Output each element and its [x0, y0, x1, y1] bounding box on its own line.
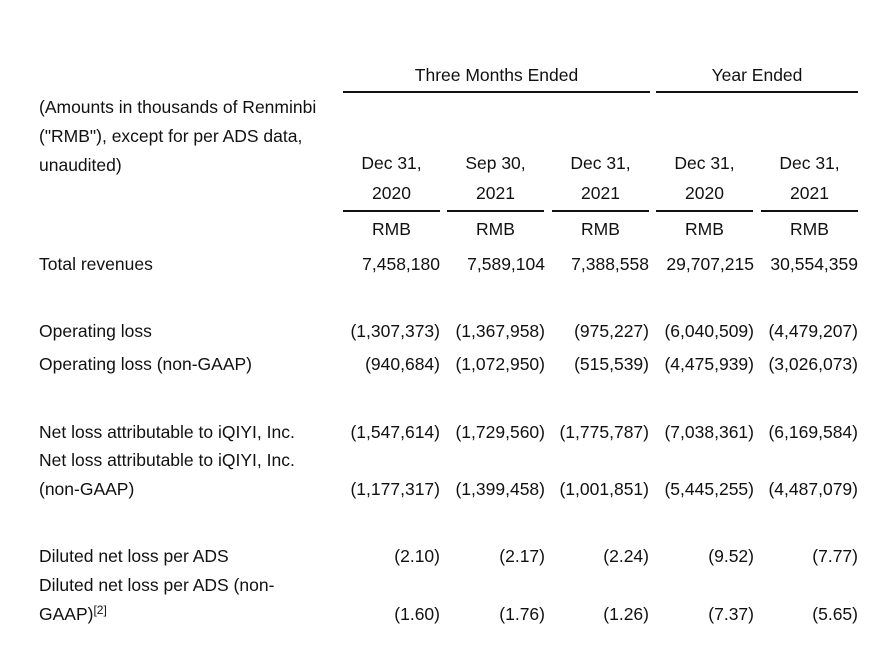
group-underline-three-months [343, 91, 650, 93]
row-label-line: (non-GAAP) [39, 479, 135, 499]
row-label-diluted-loss-per-ads-non-gaap: Diluted net loss per ADS (non- GAAP)[2] [39, 571, 274, 631]
column-underline [552, 210, 649, 212]
table-cell: (7.37) [708, 604, 754, 624]
column-header-date: Sep 30, 2021 [447, 148, 544, 208]
group-underline-year [656, 91, 858, 93]
table-cell: 29,707,215 [666, 254, 754, 274]
column-underline [656, 210, 753, 212]
column-header-date: Dec 31, 2020 [656, 148, 753, 208]
table-cell: (5.65) [812, 604, 858, 624]
table-cell: (1.60) [394, 604, 440, 624]
amounts-note-line: unaudited) [39, 155, 122, 175]
table-cell: (5,445,255) [664, 479, 754, 499]
currency-label: RMB [581, 219, 620, 239]
column-header-year: 2021 [790, 183, 829, 203]
amounts-note-line: ("RMB"), except for per ADS data, [39, 126, 303, 146]
table-cell: (3,026,073) [768, 354, 858, 374]
column-header-date: Dec 31, 2021 [552, 148, 649, 208]
table-cell: 30,554,359 [770, 254, 858, 274]
column-header-period: Dec 31, [779, 153, 840, 173]
group-header-three-months: Three Months Ended [414, 65, 579, 85]
currency-label: RMB [790, 219, 829, 239]
table-cell: (1,001,851) [559, 479, 649, 499]
row-label-text: GAAP) [39, 604, 94, 624]
table-cell: (975,227) [574, 321, 649, 341]
table-cell: (1,072,950) [455, 354, 545, 374]
row-label-total-revenues: Total revenues [39, 254, 153, 274]
row-label-line: Net loss attributable to iQIYI, Inc. [39, 450, 295, 470]
currency-label: RMB [476, 219, 515, 239]
table-cell: (4,479,207) [768, 321, 858, 341]
amounts-note: (Amounts in thousands of Renminbi ("RMB"… [39, 93, 316, 180]
row-label-net-loss: Net loss attributable to iQIYI, Inc. [39, 422, 295, 442]
table-cell: (2.24) [603, 546, 649, 566]
table-cell: 7,589,104 [467, 254, 545, 274]
table-cell: (6,169,584) [768, 422, 858, 442]
table-cell: 7,458,180 [362, 254, 440, 274]
row-label-line: GAAP)[2] [39, 600, 274, 631]
column-header-year: 2021 [581, 183, 620, 203]
column-header-period: Dec 31, [570, 153, 631, 173]
table-cell: (7.77) [812, 546, 858, 566]
table-cell: (4,475,939) [664, 354, 754, 374]
table-cell: (1,399,458) [455, 479, 545, 499]
currency-label: RMB [685, 219, 724, 239]
table-cell: (9.52) [708, 546, 754, 566]
column-header-year: 2020 [372, 183, 411, 203]
column-header-date: Dec 31, 2020 [343, 148, 440, 208]
column-header-period: Sep 30, [465, 153, 526, 173]
table-cell: (2.17) [499, 546, 545, 566]
row-label-operating-loss-non-gaap: Operating loss (non-GAAP) [39, 354, 253, 374]
table-cell: (1,307,373) [350, 321, 440, 341]
table-cell: (515,539) [574, 354, 649, 374]
column-underline [761, 210, 858, 212]
table-cell: (2.10) [394, 546, 440, 566]
row-label-operating-loss: Operating loss [39, 321, 152, 341]
table-cell: (1.76) [499, 604, 545, 624]
table-cell: (1.26) [603, 604, 649, 624]
footnote-marker: [2] [93, 603, 107, 617]
column-header-period: Dec 31, [361, 153, 422, 173]
group-header-year: Year Ended [711, 65, 803, 85]
table-cell: (1,547,614) [350, 422, 440, 442]
row-label-net-loss-non-gaap: Net loss attributable to iQIYI, Inc. (no… [39, 446, 295, 504]
column-header-year: 2021 [476, 183, 515, 203]
table-cell: (1,367,958) [455, 321, 545, 341]
column-header-date: Dec 31, 2021 [761, 148, 858, 208]
table-cell: (7,038,361) [664, 422, 754, 442]
row-label-diluted-loss-per-ads: Diluted net loss per ADS [39, 546, 229, 566]
table-cell: (4,487,079) [768, 479, 858, 499]
currency-label: RMB [372, 219, 411, 239]
table-cell: (1,729,560) [455, 422, 545, 442]
table-cell: 7,388,558 [571, 254, 649, 274]
row-label-line: Diluted net loss per ADS (non- [39, 575, 275, 595]
table-cell: (1,775,787) [559, 422, 649, 442]
column-underline [447, 210, 544, 212]
table-cell: (6,040,509) [664, 321, 754, 341]
amounts-note-line: (Amounts in thousands of Renminbi [39, 97, 317, 117]
column-header-period: Dec 31, [674, 153, 735, 173]
column-header-year: 2020 [685, 183, 724, 203]
table-cell: (1,177,317) [350, 479, 440, 499]
column-underline [343, 210, 440, 212]
table-cell: (940,684) [365, 354, 440, 374]
